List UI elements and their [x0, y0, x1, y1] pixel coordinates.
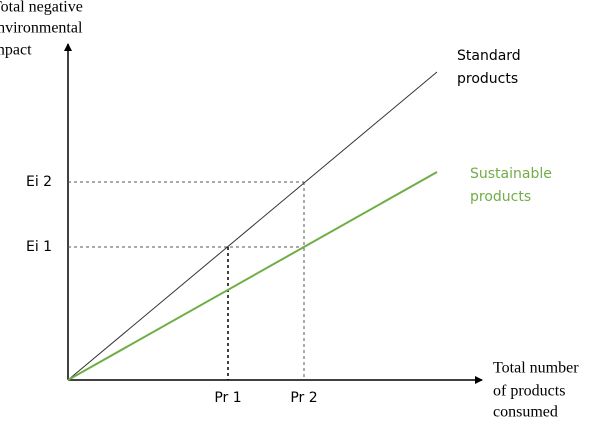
x-marker: Pr 2 [290, 390, 317, 406]
line-label: products [470, 189, 531, 205]
y-marker: Ei 1 [26, 239, 52, 255]
x-marker: Pr 1 [214, 390, 241, 406]
x-axis-label: consumed [493, 404, 558, 421]
y-marker: Ei 2 [26, 174, 52, 190]
line-label: products [457, 71, 518, 87]
line-label: Sustainable [470, 166, 552, 182]
standard-line [67, 71, 438, 381]
y-axis-label: Total negative [0, 0, 83, 16]
y-axis-label: impact [0, 42, 32, 59]
x-axis-label: of products [493, 383, 565, 400]
x-axis-label: Total number [493, 360, 579, 377]
line-label: Standard [457, 48, 521, 64]
sustainable-line [67, 171, 438, 381]
